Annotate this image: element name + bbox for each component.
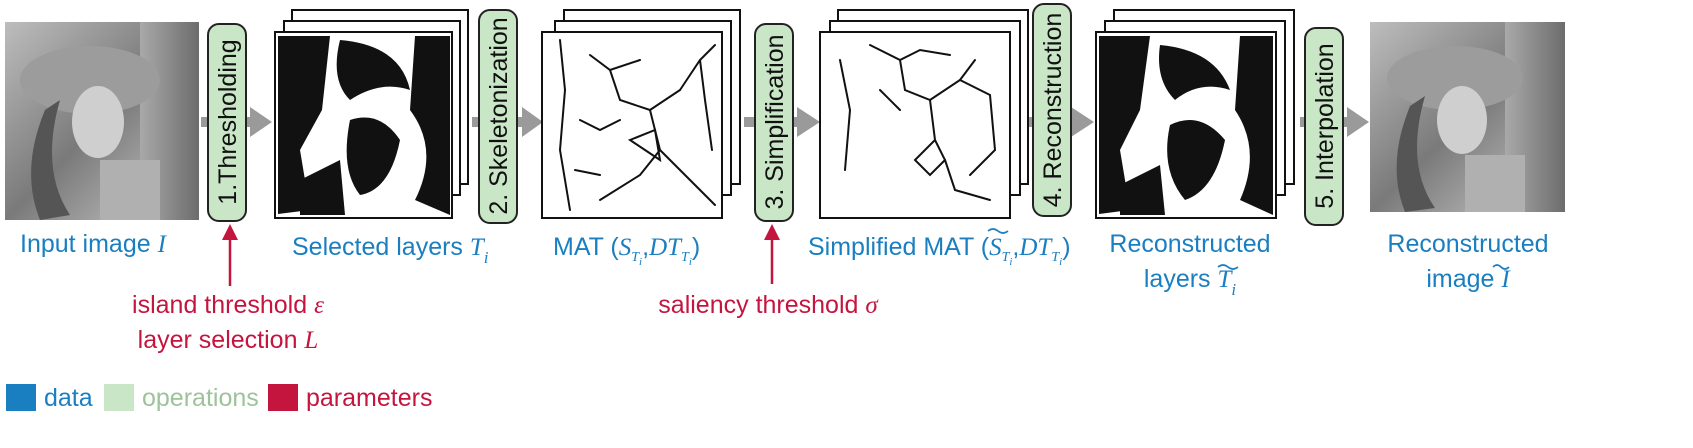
legend: data operations parameters (6, 384, 432, 412)
tilde-s (987, 228, 1009, 234)
op-simplification: 3. Simplification (754, 23, 794, 222)
simplified-mat-stack (819, 9, 1029, 219)
param-island-threshold: island threshold ε (132, 291, 324, 319)
op-thresholding-label: 1.Thresholding (214, 39, 242, 204)
input-image (5, 22, 199, 220)
param-arrow-1 (222, 224, 238, 286)
legend-operations-swatch (104, 384, 134, 411)
op-simplification-label: 3. Simplification (761, 34, 789, 209)
tilde-i (1492, 264, 1510, 270)
reconstructed-layers-stack (1095, 9, 1295, 219)
input-image-label: Input image I (20, 230, 168, 258)
selected-layers-stack (274, 9, 469, 219)
legend-data-label: data (44, 384, 93, 412)
reconstructed-image (1370, 22, 1565, 212)
mat-label: MAT (STi,DTTi) (553, 233, 700, 268)
param-arrow-2 (764, 224, 780, 284)
legend-parameters-swatch (268, 384, 298, 411)
tilde-t (1217, 264, 1239, 270)
legend-parameters-label: parameters (306, 384, 432, 412)
mat-stack (541, 9, 741, 219)
op-reconstruction: 4. Reconstruction (1032, 3, 1072, 217)
op-skeletonization: 2. Skeletonization (478, 9, 518, 224)
legend-data-swatch (6, 384, 36, 411)
selected-layers-label: Selected layers Ti (292, 233, 489, 267)
op-thresholding: 1.Thresholding (207, 23, 247, 222)
op-interpolation: 5. Interpolation (1304, 27, 1344, 226)
op-reconstruction-label: 4. Reconstruction (1039, 13, 1067, 208)
op-skeletonization-label: 2. Skeletonization (485, 17, 513, 214)
param-saliency-threshold: saliency threshold σ (658, 291, 879, 319)
reconstructed-image-label-1: Reconstructed (1387, 230, 1548, 258)
legend-operations-label: operations (142, 384, 259, 412)
reconstructed-layers-label-2: layers Ti (1144, 265, 1237, 299)
simplified-mat-label: Simplified MAT (STi,DTTi) (808, 233, 1071, 268)
reconstructed-layers-label-1: Reconstructed (1109, 230, 1270, 258)
reconstructed-image-label-2: image I (1426, 265, 1511, 293)
op-interpolation-label: 5. Interpolation (1311, 43, 1339, 208)
param-layer-selection: layer selection L (138, 326, 319, 354)
